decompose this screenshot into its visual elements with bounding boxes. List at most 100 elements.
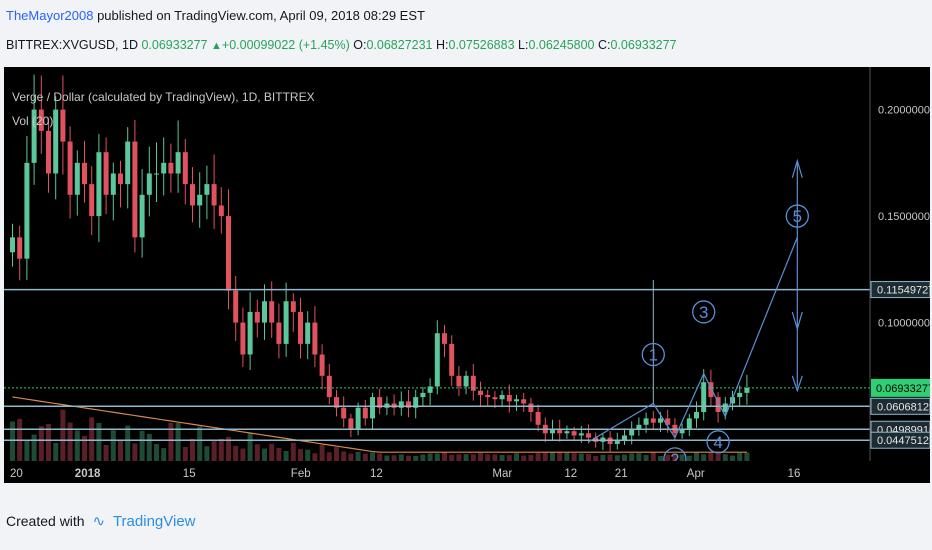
- candle[interactable]: [578, 433, 584, 436]
- candle[interactable]: [744, 387, 750, 393]
- candle[interactable]: [730, 397, 735, 404]
- candle[interactable]: [470, 375, 476, 391]
- candle[interactable]: [283, 301, 289, 344]
- tradingview-logo-icon[interactable]: ∿: [92, 513, 106, 530]
- candle[interactable]: [715, 397, 721, 413]
- candle[interactable]: [17, 237, 23, 259]
- candle[interactable]: [665, 418, 671, 425]
- candle[interactable]: [312, 322, 318, 355]
- candle[interactable]: [24, 162, 30, 259]
- candle[interactable]: [240, 322, 246, 355]
- candle[interactable]: [377, 397, 383, 408]
- candle[interactable]: [456, 375, 462, 387]
- candle[interactable]: [535, 412, 541, 425]
- candle[interactable]: [614, 439, 620, 444]
- candle[interactable]: [427, 386, 433, 393]
- candle[interactable]: [118, 173, 123, 185]
- candle[interactable]: [434, 333, 440, 387]
- candle[interactable]: [355, 407, 361, 430]
- candle[interactable]: [629, 429, 635, 436]
- candle[interactable]: [254, 311, 260, 323]
- candle[interactable]: [233, 290, 239, 323]
- candle[interactable]: [370, 397, 375, 419]
- candle[interactable]: [658, 418, 663, 423]
- candle[interactable]: [521, 399, 527, 404]
- wave-circle[interactable]: [706, 430, 730, 454]
- candle[interactable]: [197, 194, 203, 206]
- candle[interactable]: [175, 152, 181, 174]
- candle[interactable]: [528, 403, 534, 413]
- candle[interactable]: [571, 431, 577, 436]
- wave-circle[interactable]: [785, 204, 809, 228]
- candle[interactable]: [269, 301, 275, 323]
- wave-circle[interactable]: [692, 300, 716, 324]
- candle[interactable]: [586, 433, 591, 438]
- candle[interactable]: [686, 418, 692, 430]
- candle[interactable]: [132, 141, 138, 238]
- candle[interactable]: [341, 407, 347, 419]
- candle[interactable]: [449, 343, 455, 376]
- candle[interactable]: [110, 173, 116, 195]
- candle[interactable]: [406, 401, 411, 408]
- candle[interactable]: [492, 397, 498, 400]
- candle[interactable]: [103, 152, 109, 195]
- time-axis[interactable]: 20 2018 15 Feb 12 Mar 12 21 Apr 16: [4, 461, 930, 483]
- candle[interactable]: [514, 399, 519, 402]
- candle[interactable]: [420, 392, 426, 398]
- candle[interactable]: [161, 162, 167, 174]
- candle[interactable]: [694, 412, 699, 419]
- candle[interactable]: [679, 429, 685, 434]
- candle[interactable]: [31, 109, 37, 163]
- candle[interactable]: [290, 301, 296, 312]
- candle[interactable]: [89, 184, 95, 217]
- candle[interactable]: [53, 109, 59, 174]
- candle[interactable]: [413, 397, 419, 408]
- candle[interactable]: [74, 162, 80, 195]
- candle[interactable]: [506, 394, 512, 402]
- candle[interactable]: [38, 109, 44, 131]
- candle[interactable]: [442, 333, 447, 344]
- candle[interactable]: [60, 109, 66, 142]
- candle[interactable]: [722, 403, 728, 413]
- candle[interactable]: [190, 184, 195, 206]
- candle[interactable]: [650, 418, 656, 423]
- candle[interactable]: [218, 205, 224, 217]
- candle[interactable]: [463, 375, 469, 387]
- candle[interactable]: [10, 237, 15, 253]
- candle[interactable]: [398, 401, 404, 408]
- candle[interactable]: [139, 194, 145, 238]
- author-link[interactable]: TheMayor2008: [6, 8, 94, 23]
- candle[interactable]: [298, 311, 303, 344]
- candle[interactable]: [550, 429, 555, 434]
- candle[interactable]: [326, 375, 332, 398]
- candle[interactable]: [636, 424, 642, 430]
- candle[interactable]: [564, 431, 570, 434]
- candle[interactable]: [478, 390, 483, 395]
- candle[interactable]: [334, 397, 339, 408]
- candle[interactable]: [46, 130, 51, 174]
- candle[interactable]: [96, 152, 102, 217]
- candle[interactable]: [247, 311, 253, 355]
- candle[interactable]: [622, 435, 627, 440]
- candle[interactable]: [182, 152, 188, 185]
- candle[interactable]: [211, 184, 217, 206]
- time-axis-canvas[interactable]: 20 2018 15 Feb 12 Mar 12 21 Apr 16: [4, 461, 930, 483]
- wave-circle[interactable]: [641, 342, 665, 367]
- candle[interactable]: [305, 322, 311, 344]
- candle[interactable]: [204, 184, 210, 195]
- wave-path[interactable]: [588, 237, 798, 443]
- candle[interactable]: [362, 407, 368, 419]
- tradingview-brand-link[interactable]: TradingView: [112, 513, 196, 530]
- candle[interactable]: [499, 394, 505, 400]
- candle[interactable]: [737, 392, 743, 398]
- candle[interactable]: [168, 162, 174, 174]
- candle[interactable]: [67, 141, 73, 195]
- candle[interactable]: [319, 354, 325, 376]
- candle[interactable]: [146, 173, 152, 195]
- candle[interactable]: [276, 322, 282, 344]
- candle[interactable]: [125, 141, 131, 185]
- candle[interactable]: [154, 173, 159, 175]
- candle[interactable]: [557, 429, 563, 434]
